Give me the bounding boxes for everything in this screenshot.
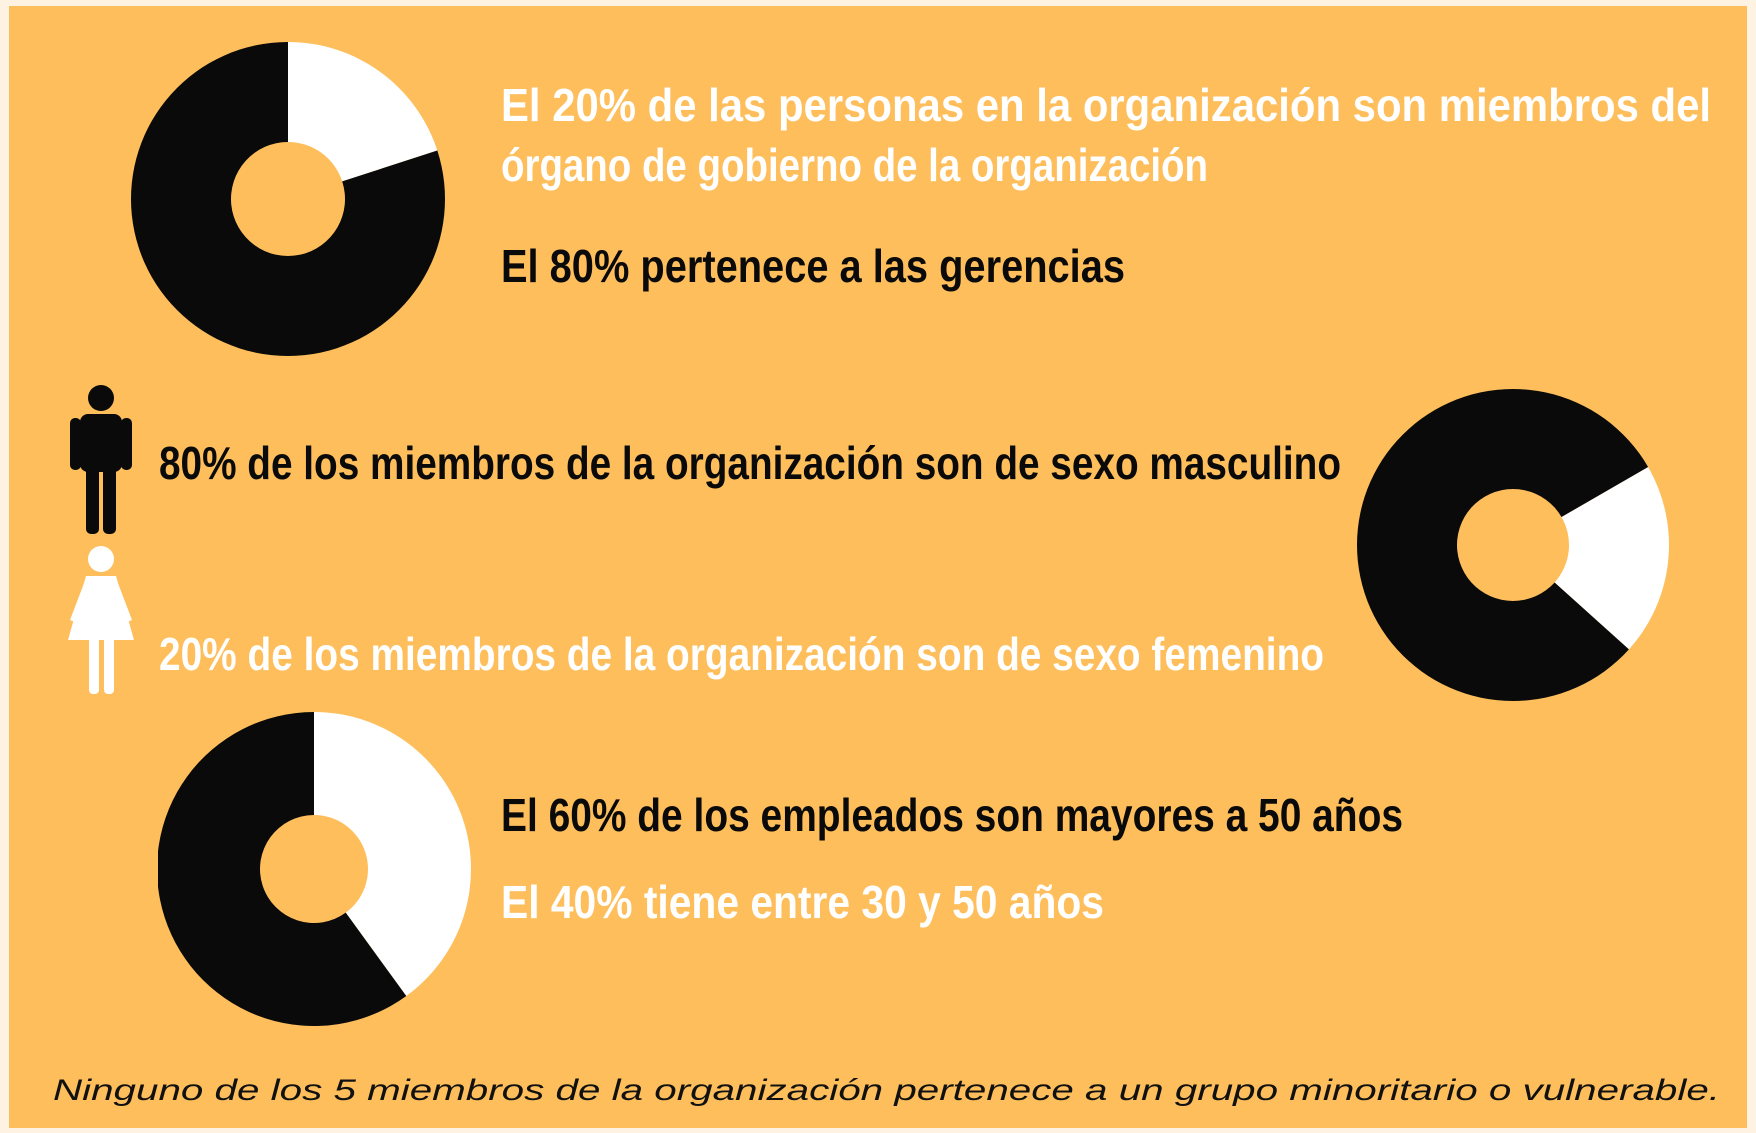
donut-slice (158, 712, 407, 1026)
footnote: Ninguno de los 5 miembros de la organiza… (53, 1074, 1720, 1107)
annotation: El 20% de las personas en la organizació… (501, 79, 1711, 131)
donut-chart (158, 712, 472, 1026)
donut-slice (131, 42, 445, 356)
donut-chart (1357, 389, 1670, 701)
donut-slice (314, 712, 472, 997)
donut-slice (1554, 467, 1670, 650)
annotation: El 80% pertenece a las gerencias (501, 240, 1125, 292)
annotation: órgano de gobierno de la organización (501, 139, 1208, 191)
annotation: El 40% tiene entre 30 y 50 años (501, 876, 1104, 928)
annotation: El 60% de los empleados son mayores a 50… (501, 789, 1403, 841)
donut-chart (131, 42, 445, 356)
donut-slice (1357, 389, 1649, 701)
donut-slice (288, 42, 438, 182)
annotation: 20% de los miembros de la organización s… (159, 628, 1324, 680)
female-icon (68, 546, 134, 694)
annotation: 80% de los miembros de la organización s… (159, 437, 1341, 489)
male-icon (70, 385, 132, 534)
